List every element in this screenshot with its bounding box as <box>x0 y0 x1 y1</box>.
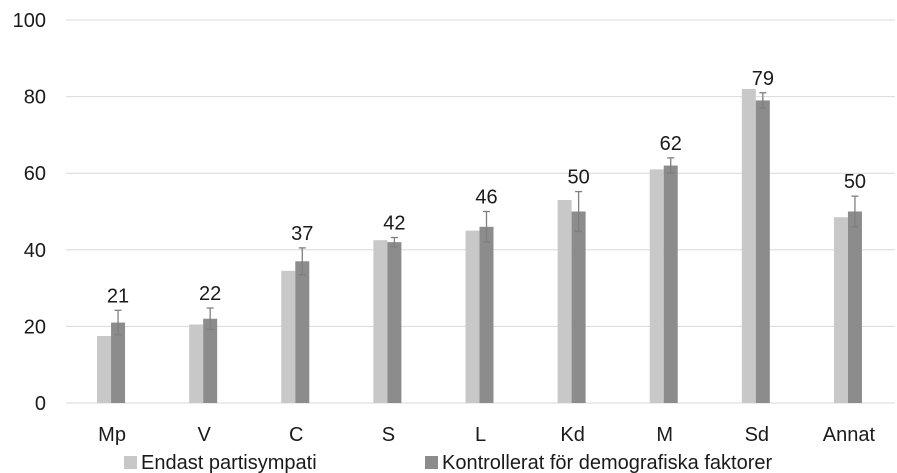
y-tick-label-20: 20 <box>24 316 46 338</box>
x-label-L: L <box>475 424 486 446</box>
bar-C-kontrollerat <box>295 261 310 403</box>
bar-S-kontrollerat <box>387 242 402 403</box>
bar-L-kontrollerat <box>479 226 494 403</box>
error-bar-Mp <box>114 309 122 336</box>
x-label-Sd: Sd <box>745 424 769 446</box>
data-labels: 21 22 37 42 46 50 62 79 50 <box>107 68 866 308</box>
legend-label-series-2: Kontrollerat för demografiska faktorer <box>442 452 772 473</box>
bar-Sd-endast <box>741 88 756 403</box>
y-axis-ticks: 0 20 40 60 80 100 <box>13 10 46 415</box>
error-bar-V <box>206 307 214 331</box>
data-label-Mp: 21 <box>107 285 129 307</box>
bar-Kd-endast <box>557 200 572 403</box>
legend-label-series-1: Endast partisympati <box>141 452 317 473</box>
data-label-L: 46 <box>475 187 497 209</box>
x-axis-labels: Mp V C S L Kd M Sd Annat <box>98 424 875 446</box>
error-bar-C <box>298 247 306 276</box>
y-tick-label-80: 80 <box>24 87 46 109</box>
data-label-Sd: 79 <box>752 68 774 90</box>
legend-swatch-series-1 <box>124 456 137 469</box>
bar-Annat-endast <box>833 217 848 403</box>
bar-C-endast <box>281 270 296 403</box>
bar-Mp-endast <box>97 335 112 403</box>
x-label-Annat: Annat <box>823 424 876 446</box>
data-label-M: 62 <box>660 133 682 155</box>
error-bar-Annat <box>851 195 859 228</box>
error-bar-Sd <box>759 92 767 109</box>
legend: Endast partisympati Kontrollerat för dem… <box>124 452 772 473</box>
data-label-S: 42 <box>383 213 405 235</box>
data-label-Kd: 50 <box>567 167 589 189</box>
error-bars <box>114 92 859 336</box>
bars <box>97 88 862 404</box>
bar-Sd-kontrollerat <box>755 100 770 404</box>
y-tick-label-100: 100 <box>13 10 46 32</box>
y-tick-label-60: 60 <box>24 163 46 185</box>
bar-Annat-kontrollerat <box>847 211 862 403</box>
data-label-Annat: 50 <box>844 171 866 193</box>
bar-S-endast <box>373 240 388 403</box>
error-bar-S <box>390 236 398 248</box>
y-tick-label-40: 40 <box>24 240 46 262</box>
bar-M-endast <box>649 169 664 403</box>
x-label-M: M <box>656 424 673 446</box>
error-bar-L <box>483 210 490 243</box>
error-bar-Kd <box>575 190 583 233</box>
legend-swatch-series-2 <box>425 456 438 469</box>
x-label-V: V <box>197 424 211 446</box>
error-bar-M <box>667 157 675 174</box>
bar-V-kontrollerat <box>203 318 218 403</box>
y-tick-label-0: 0 <box>35 393 46 415</box>
bar-Kd-kontrollerat <box>571 211 586 403</box>
bar-L-endast <box>465 230 480 403</box>
x-label-Mp: Mp <box>98 424 126 446</box>
data-label-V: 22 <box>199 283 221 305</box>
data-label-C: 37 <box>291 223 313 245</box>
bar-Mp-kontrollerat <box>111 322 126 403</box>
x-label-Kd: Kd <box>560 424 584 446</box>
bar-M-kontrollerat <box>663 165 678 403</box>
x-label-C: C <box>289 424 303 446</box>
bar-V-endast <box>189 324 204 403</box>
x-label-S: S <box>382 424 395 446</box>
